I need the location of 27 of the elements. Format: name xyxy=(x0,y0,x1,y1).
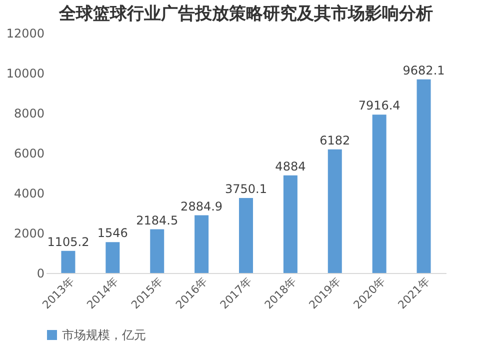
data-label: 7916.4 xyxy=(358,98,400,113)
bar xyxy=(283,175,298,273)
bar xyxy=(239,198,253,273)
chart-title: 全球篮球行业广告投放策略研究及其市场影响分析 xyxy=(58,4,433,24)
data-label: 4884 xyxy=(275,159,306,174)
y-tick-label: 6000 xyxy=(14,146,44,160)
data-label: 1546 xyxy=(97,226,128,240)
data-label: 9682.1 xyxy=(402,63,445,78)
y-tick-label: 4000 xyxy=(14,186,44,200)
bar xyxy=(416,79,431,273)
bar xyxy=(106,242,120,273)
data-label: 2184.5 xyxy=(136,213,178,228)
bar xyxy=(328,149,342,273)
legend-label: 市场规模，亿元 xyxy=(62,328,146,342)
bar xyxy=(194,215,209,273)
y-tick-label: 10000 xyxy=(6,66,44,80)
data-label: 1105.2 xyxy=(47,234,90,249)
data-label: 6182 xyxy=(320,133,350,148)
bar xyxy=(61,250,76,273)
bar xyxy=(372,114,386,273)
y-tick-label: 2000 xyxy=(14,226,44,240)
bar xyxy=(150,229,164,273)
y-tick-label: 0 xyxy=(36,266,44,280)
y-tick-label: 12000 xyxy=(6,26,44,40)
y-tick-label: 8000 xyxy=(14,106,44,120)
data-label: 3750.1 xyxy=(225,182,267,196)
data-label: 2884.9 xyxy=(180,199,223,214)
